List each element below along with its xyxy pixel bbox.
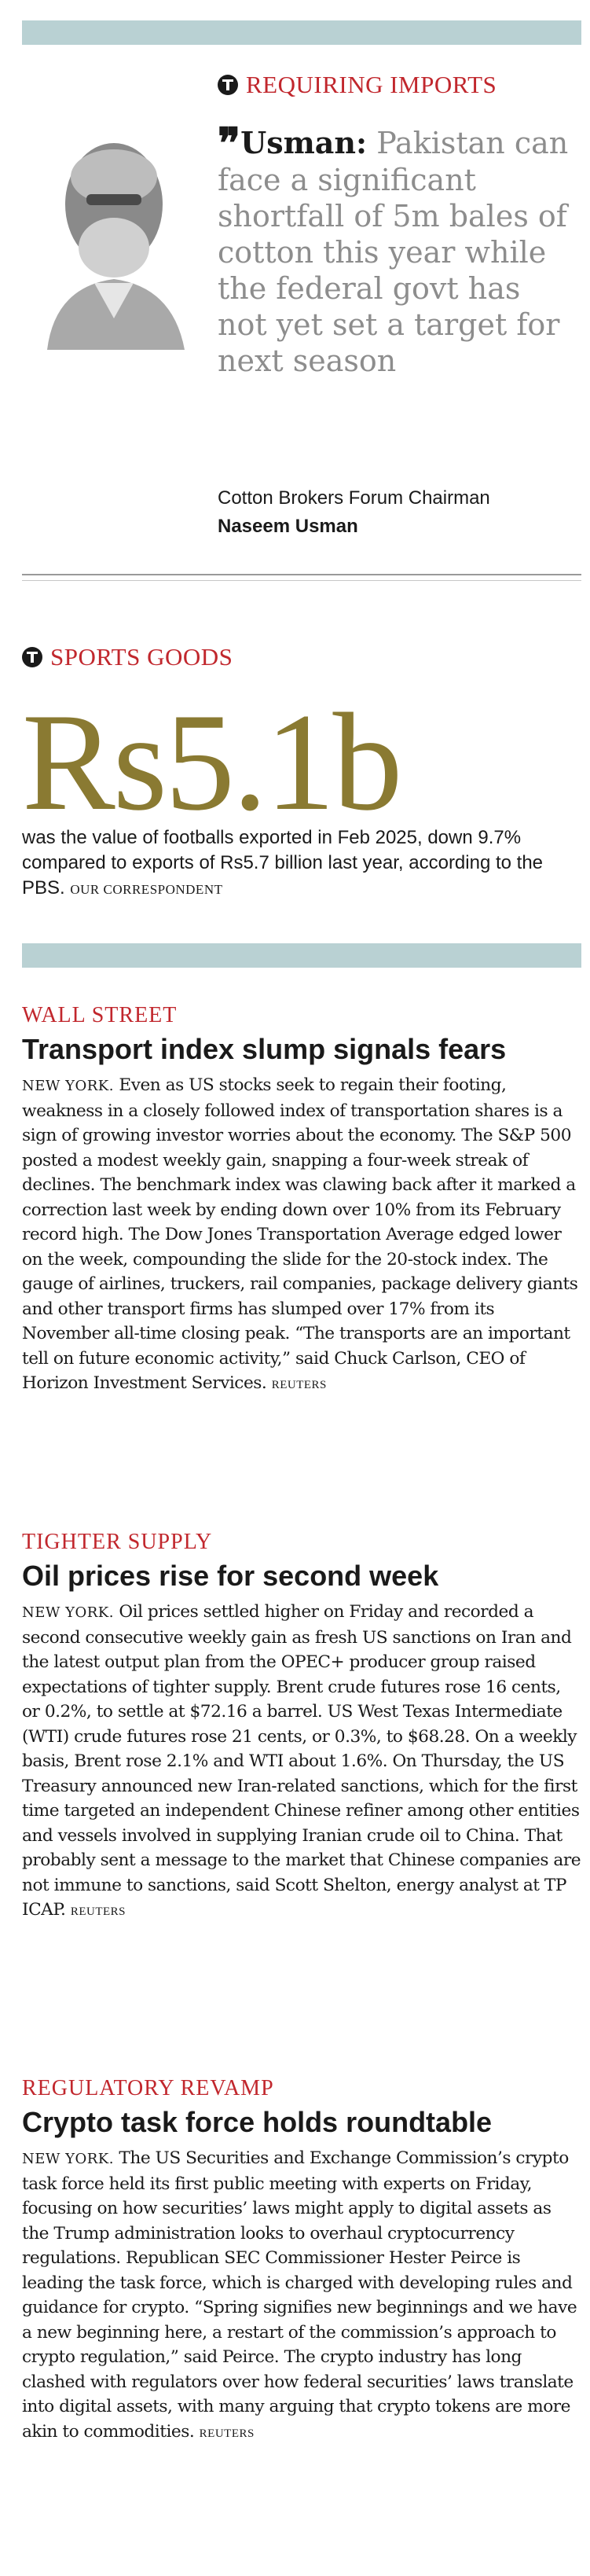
story-tighter-supply: TIGHTER SUPPLY Oil prices rise for secon…	[22, 1529, 581, 1925]
section-divider-thin	[22, 580, 581, 581]
headline-figure: Rs5.1b	[22, 684, 402, 840]
story-body: NEW YORK. Oil prices settled higher on F…	[22, 1600, 581, 1925]
quote-mark-icon: ❞	[218, 120, 240, 167]
speaker-role: Cotton Brokers Forum Chairman	[218, 487, 490, 509]
speaker-name: Naseem Usman	[218, 516, 358, 537]
story-body: NEW YORK. Even as US stocks seek to rega…	[22, 1073, 581, 1398]
story-regulatory-revamp: REGULATORY REVAMP Crypto task force hold…	[22, 2075, 581, 2446]
top-color-band	[22, 20, 581, 45]
figure-description: was the value of footballs exported in F…	[22, 825, 572, 902]
story-wall-street: WALL STREET Transport index slump signal…	[22, 1002, 581, 1398]
story-dateline: NEW YORK.	[22, 1604, 114, 1621]
story-headline: Crypto task force holds roundtable	[22, 2106, 493, 2138]
quote-speaker: Usman:	[240, 125, 368, 160]
story-text: Oil prices settled higher on Friday and …	[22, 1602, 581, 1920]
figure-kicker: SPORTS GOODS	[50, 643, 233, 671]
quote-text: Pakistan can face a significant shortfal…	[218, 126, 569, 378]
tribune-logo-icon	[22, 646, 42, 667]
story-dateline: NEW YORK.	[22, 2151, 114, 2167]
story-credit: REUTERS	[199, 2427, 255, 2440]
story-label: TIGHTER SUPPLY	[22, 1530, 213, 1554]
story-label: REGULATORY REVAMP	[22, 2076, 274, 2100]
section-divider	[22, 574, 581, 575]
story-dateline: NEW YORK.	[22, 1078, 114, 1094]
figure-text: was the value of footballs exported in F…	[22, 827, 544, 898]
quote-kicker-row: REQUIRING IMPORTS	[218, 72, 497, 97]
story-text: Even as US stocks seek to regain their f…	[22, 1075, 578, 1393]
quote-kicker: REQUIRING IMPORTS	[246, 71, 497, 98]
story-text: The US Securities and Exchange Commissio…	[22, 2148, 577, 2442]
speaker-portrait	[47, 143, 185, 350]
figure-kicker-row: SPORTS GOODS	[22, 645, 233, 669]
story-credit: REUTERS	[271, 1379, 327, 1391]
story-label: WALL STREET	[22, 1003, 178, 1027]
figure-credit: OUR CORRESPONDENT	[70, 882, 223, 897]
pull-quote: ❞ Usman: Pakistan can face a significant …	[218, 123, 579, 379]
story-body: NEW YORK. The US Securities and Exchange…	[22, 2146, 581, 2446]
story-credit: REUTERS	[70, 1905, 126, 1918]
tribune-logo-icon	[218, 74, 238, 95]
story-headline: Transport index slump signals fears	[22, 1033, 507, 1065]
middle-color-band	[22, 943, 581, 968]
story-headline: Oil prices rise for second week	[22, 1560, 439, 1592]
